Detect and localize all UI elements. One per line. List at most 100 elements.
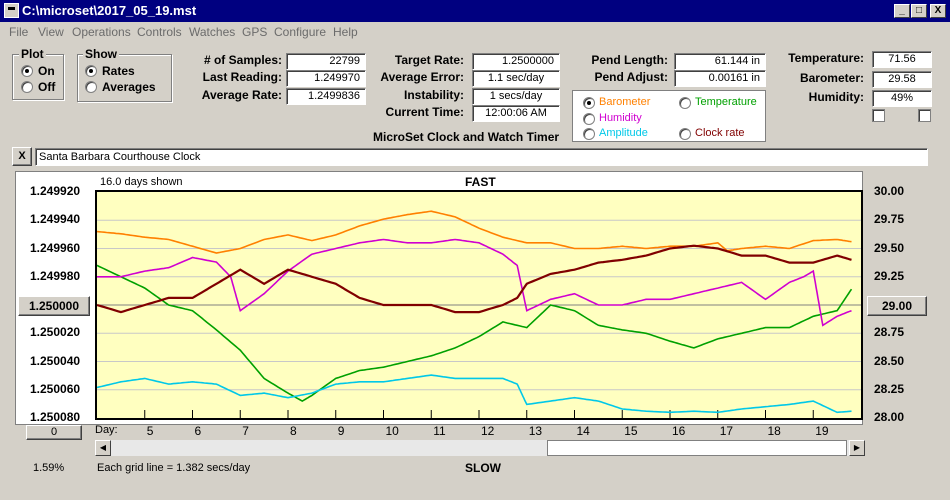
scroll-left-arrow-icon[interactable]: ◀	[95, 440, 111, 456]
app-label: MicroSet Clock and Watch Timer	[373, 130, 560, 144]
chart-svg	[97, 210, 861, 418]
humidity-label: Humidity:	[808, 90, 864, 104]
x-tick-label: 19	[815, 424, 829, 438]
current-time-label: Current Time:	[385, 105, 464, 119]
left-axis-center-button[interactable]: 1.250000	[18, 296, 90, 316]
last-reading-label: Last Reading:	[202, 70, 282, 84]
plot-on-label: On	[38, 64, 55, 78]
fast-label: FAST	[465, 175, 496, 189]
plot-off-radio[interactable]	[21, 81, 33, 93]
window-title: C:\microset\2017_05_19.mst	[22, 3, 197, 18]
sensor-temperature-radio[interactable]	[679, 97, 691, 109]
average-rate-label: Average Rate:	[201, 88, 282, 102]
chart-plot-area	[95, 190, 863, 420]
app-icon[interactable]	[4, 3, 19, 18]
menu-help[interactable]: Help	[333, 25, 358, 39]
x-tick-label: 11	[433, 424, 446, 438]
sensor-barometer-radio[interactable]	[583, 97, 595, 109]
show-rates-label: Rates	[102, 64, 135, 78]
x-tick-label: 10	[385, 424, 399, 438]
show-group-title: Show	[83, 47, 119, 61]
right-tick-label: 28.25	[874, 381, 905, 396]
right-tick-label: 30.00	[874, 184, 905, 198]
bottom-offset-button[interactable]: 0	[26, 425, 82, 440]
pend-length-label: Pend Length:	[591, 53, 668, 67]
left-tick-label: 1.249980	[30, 268, 81, 283]
close-button[interactable]: X	[930, 4, 946, 18]
x-tick-label: 18	[767, 424, 781, 438]
menu-watches[interactable]: Watches	[189, 25, 236, 39]
menu-view[interactable]: View	[38, 25, 64, 39]
temperature-label: Temperature:	[788, 51, 864, 65]
barometer-label: Barometer:	[799, 71, 864, 85]
right-axis-center-button[interactable]: 29.00	[867, 296, 927, 316]
series-line-amplitude	[97, 374, 852, 414]
day-prefix-label: Day:	[95, 424, 118, 436]
clear-description-button[interactable]: X	[12, 147, 32, 166]
sensor-amplitude-radio[interactable]	[583, 128, 595, 140]
x-tick-label: 12	[481, 424, 495, 438]
sensor-clockrate-radio[interactable]	[679, 128, 691, 140]
menu-bar: File View Operations Controls Watches GP…	[0, 22, 950, 42]
sensor-barometer-label: Barometer	[599, 96, 651, 108]
right-tick-label: 28.75	[874, 325, 905, 340]
sensor-clockrate-label: Clock rate	[695, 127, 745, 139]
option-checkbox-2[interactable]	[918, 109, 931, 122]
x-tick-label: 7	[242, 424, 249, 438]
x-tick-label: 16	[672, 424, 686, 438]
show-averages-radio[interactable]	[85, 81, 97, 93]
scroll-thumb[interactable]	[547, 440, 847, 456]
sensor-humidity-label: Humidity	[599, 112, 642, 124]
menu-gps[interactable]: GPS	[242, 25, 268, 39]
pend-adjust-label: Pend Adjust:	[594, 70, 668, 84]
show-averages-label: Averages	[102, 80, 156, 94]
right-tick-label: 29.25	[874, 268, 905, 283]
option-checkbox-1[interactable]	[872, 109, 885, 122]
menu-file[interactable]: File	[9, 25, 29, 39]
samples-value: 22799	[286, 53, 366, 70]
x-tick-label: 8	[290, 424, 297, 438]
barometer-value: 29.58	[872, 71, 932, 88]
right-tick-label: 28.50	[874, 353, 905, 368]
temperature-value: 71.56	[872, 51, 932, 68]
percent-label: 1.59%	[33, 462, 65, 474]
menu-controls[interactable]: Controls	[137, 25, 182, 39]
show-rates-radio[interactable]	[85, 65, 97, 77]
menu-operations[interactable]: Operations	[72, 25, 131, 39]
target-rate-label: Target Rate:	[394, 53, 464, 67]
average-rate-value: 1.2499836	[286, 88, 366, 105]
show-group	[77, 54, 172, 102]
last-reading-value: 1.249970	[286, 70, 366, 87]
pend-adjust-value: 0.00161 in	[674, 70, 766, 87]
average-error-label: Average Error:	[380, 70, 464, 84]
x-tick-label: 6	[194, 424, 202, 438]
slow-label: SLOW	[465, 461, 501, 475]
instability-value: 1 secs/day	[472, 88, 560, 105]
scroll-right-arrow-icon[interactable]: ▶	[849, 440, 865, 456]
menu-configure[interactable]: Configure	[274, 25, 327, 39]
samples-label: # of Samples:	[203, 53, 282, 67]
left-tick-label: 1.250060	[30, 381, 81, 396]
sensor-humidity-radio[interactable]	[583, 113, 595, 125]
horizontal-scrollbar[interactable]: ◀ ▶	[95, 440, 865, 456]
sensor-amplitude-label: Amplitude	[599, 127, 648, 139]
current-time-value: 12:00:06 AM	[472, 105, 560, 122]
target-rate-value: 1.2500000	[472, 53, 560, 70]
left-tick-label: 1.249920	[30, 184, 81, 198]
right-tick-label: 29.75	[874, 212, 905, 227]
pend-length-value: 61.144 in	[674, 53, 766, 70]
sensor-select-box: Barometer Temperature Humidity Amplitude…	[572, 90, 766, 142]
series-line-temperature	[97, 264, 853, 403]
right-tick-label: 29.50	[874, 240, 905, 255]
description-input[interactable]: Santa Barbara Courthouse Clock	[35, 148, 928, 166]
x-tick-label: 17	[719, 424, 734, 438]
minimize-button[interactable]: _	[894, 4, 910, 18]
plot-on-radio[interactable]	[21, 65, 33, 77]
x-tick-label: 15	[624, 424, 638, 438]
x-tick-label: 5	[146, 424, 154, 438]
maximize-button[interactable]: □	[911, 4, 927, 18]
plot-off-label: Off	[38, 80, 56, 94]
instability-label: Instability:	[403, 88, 464, 102]
left-tick-label: 1.250040	[30, 353, 81, 368]
grid-note-label: Each grid line = 1.382 secs/day	[97, 462, 251, 474]
